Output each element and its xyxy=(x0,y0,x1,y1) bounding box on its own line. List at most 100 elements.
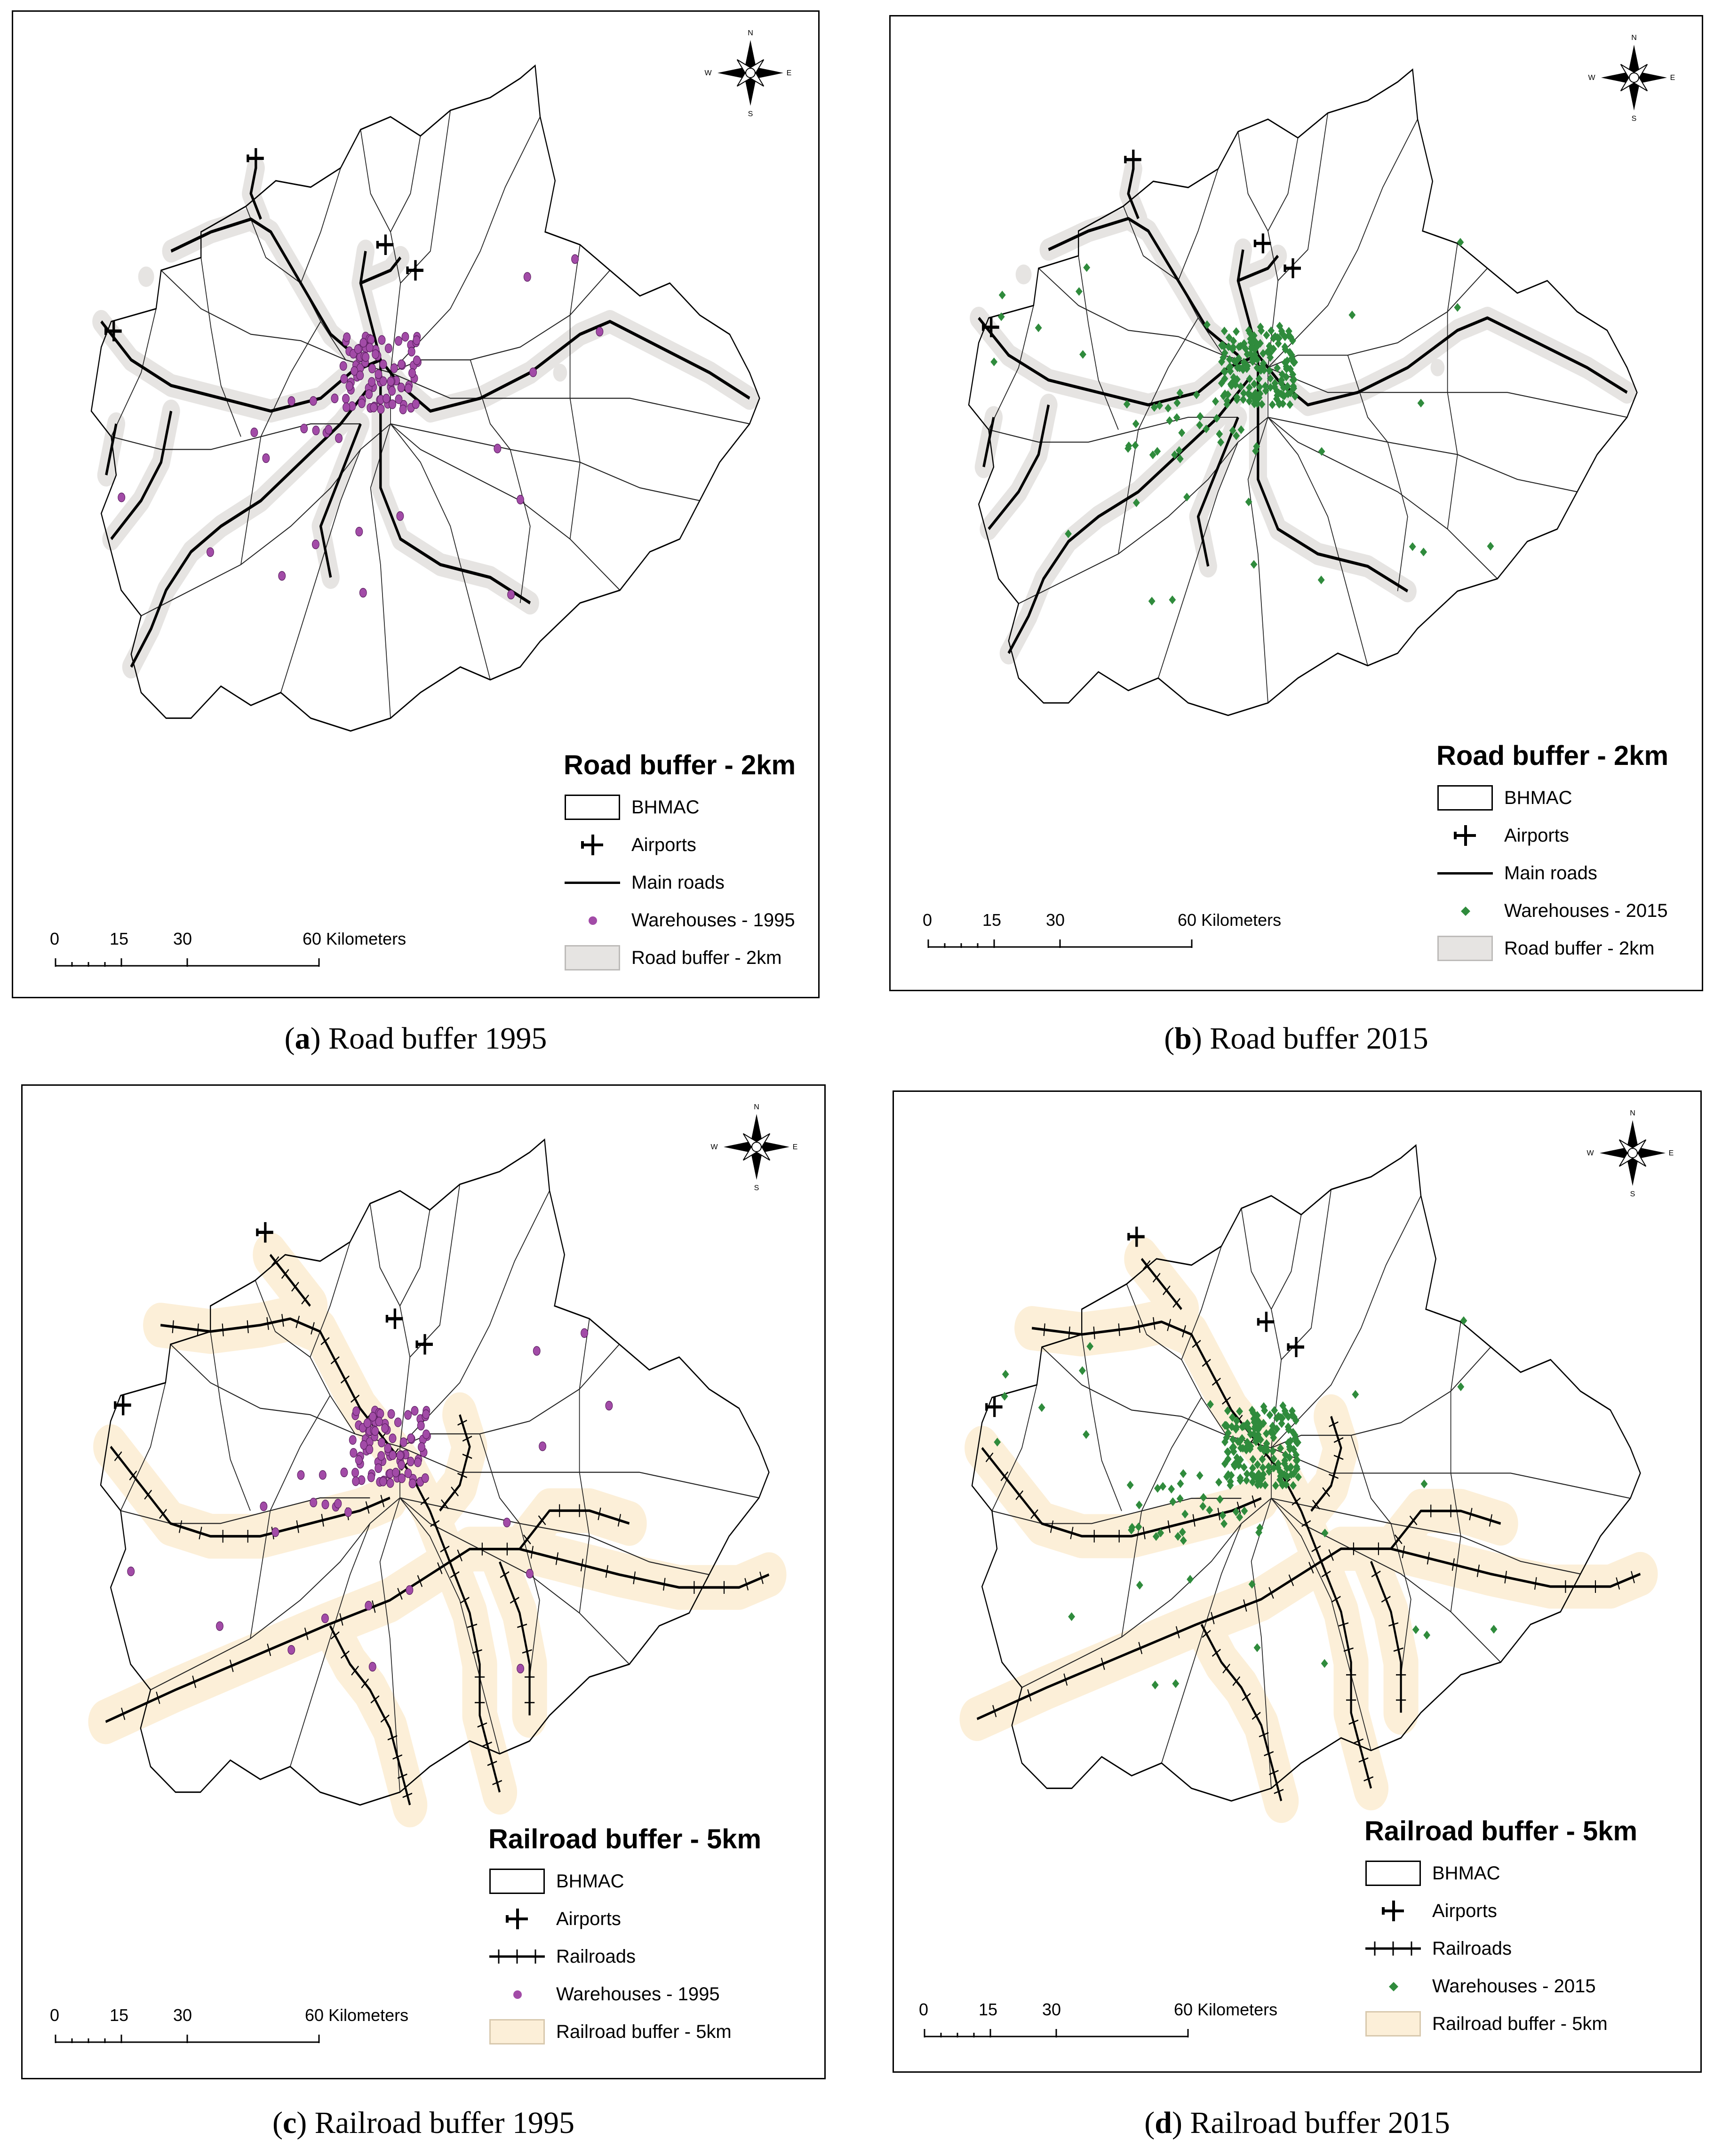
railroad-tie xyxy=(1153,1317,1156,1330)
railroad-tie xyxy=(530,1545,534,1559)
railroad-tie xyxy=(402,1792,413,1798)
warehouse-point xyxy=(375,369,383,379)
legend-title-b: Road buffer - 2km xyxy=(1436,740,1669,771)
warehouse-point xyxy=(1243,364,1251,374)
warehouse-point xyxy=(383,393,391,404)
railroad-tie xyxy=(192,1675,197,1688)
legend-a: Road buffer - 2km BHMAC Airports Main ro… xyxy=(559,746,813,990)
railroad-tie xyxy=(1329,1421,1339,1427)
compass-label: N xyxy=(1630,1109,1635,1117)
legend-item-airports: Airports xyxy=(489,1904,621,1933)
warehouse-point xyxy=(526,1568,534,1579)
scale-bar-ticks-icon xyxy=(927,939,1193,948)
municipality-boundary xyxy=(240,321,321,565)
road-buffer xyxy=(553,364,567,382)
municipality-boundary xyxy=(1158,417,1268,678)
railroad-tie xyxy=(555,1552,559,1565)
warehouse-point xyxy=(1237,382,1244,391)
caption-text: Road buffer 1995 xyxy=(328,1021,547,1056)
railroad-tie xyxy=(580,1559,584,1572)
railroad-tie xyxy=(1331,1596,1341,1603)
railroad-tie xyxy=(281,1313,284,1327)
municipality-boundary xyxy=(379,1497,400,1792)
warehouse-point xyxy=(539,1441,547,1451)
compass-icon: N S E W xyxy=(1588,34,1675,123)
compass-label: S xyxy=(1632,115,1637,123)
municipality-boundary xyxy=(1268,417,1368,666)
warehouse-point xyxy=(1176,1494,1184,1503)
railroad-tie xyxy=(992,1705,997,1718)
legend-label: Warehouses - 2015 xyxy=(1432,1975,1596,1997)
railroad-tie xyxy=(1476,1564,1480,1577)
warehouse-point xyxy=(1457,1382,1465,1392)
railroad xyxy=(1031,1321,1302,1512)
legend-label: Railroad buffer - 5km xyxy=(556,2021,732,2042)
warehouse-point xyxy=(287,396,295,406)
warehouse-point xyxy=(1240,389,1247,398)
warehouse-point xyxy=(367,1472,375,1482)
warehouse-point xyxy=(1271,382,1278,391)
map-panel-a: N S E W Road buffer - 2km BHMAC Airports Ma… xyxy=(12,10,820,998)
municipality-boundary xyxy=(200,257,241,437)
railroad-tie xyxy=(1354,1738,1363,1744)
warehouse-point xyxy=(1196,1471,1204,1480)
railroad-tie xyxy=(1268,1587,1274,1599)
railroad-tie xyxy=(304,1627,309,1640)
warehouse-point xyxy=(401,332,409,342)
warehouse-point xyxy=(207,547,214,557)
municipality-boundary xyxy=(1081,1334,1122,1512)
warehouse-point xyxy=(366,342,374,353)
warehouse-point xyxy=(262,453,270,463)
compass-label: S xyxy=(748,110,753,118)
railroad-tie xyxy=(744,1578,749,1591)
municipality-boundary xyxy=(120,1382,166,1511)
buffer-swatch-icon xyxy=(1365,2011,1421,2037)
railroad-tie xyxy=(1100,1657,1105,1670)
municipality-boundary xyxy=(1271,1498,1371,1751)
warehouse-point xyxy=(408,1479,416,1488)
railroad-tie xyxy=(380,1495,385,1508)
warehouse-point xyxy=(1277,389,1285,398)
municipality-boundary xyxy=(1271,1498,1501,1663)
railroad-tie xyxy=(281,1269,289,1279)
municipality-boundary xyxy=(579,1319,590,1613)
warehouse-point xyxy=(1278,326,1285,336)
warehouse-point xyxy=(375,1416,383,1427)
railroad-tie xyxy=(1242,1693,1251,1701)
railroad-tie xyxy=(487,1760,497,1766)
main-road xyxy=(1237,255,1279,282)
warehouse-dot-icon xyxy=(589,916,597,925)
railroad-tie xyxy=(172,1320,174,1333)
warehouse-point xyxy=(359,588,367,598)
main-road xyxy=(105,423,118,476)
warehouse-point xyxy=(343,332,351,342)
legend-label: Railroads xyxy=(1432,1938,1512,1959)
warehouse-point xyxy=(351,366,359,376)
compass-label: W xyxy=(710,1143,718,1151)
warehouse-point xyxy=(354,344,362,354)
railroad xyxy=(499,1561,531,1716)
scale-label: 30 xyxy=(173,2005,192,2025)
warehouse-point xyxy=(1132,419,1140,429)
warehouse-point xyxy=(1287,365,1294,374)
municipality-boundary xyxy=(399,1497,630,1665)
warehouse-point xyxy=(351,1468,359,1478)
warehouse-point xyxy=(1234,375,1241,384)
warehouse-point xyxy=(287,1645,295,1655)
warehouse-point xyxy=(118,493,126,502)
railroad-tie xyxy=(1167,1520,1171,1533)
map-canvas-c: N S E W xyxy=(88,1103,797,1828)
railroad-tie xyxy=(1308,1561,1314,1574)
warehouse-point xyxy=(581,1328,589,1338)
municipality-boundary xyxy=(1347,355,1408,591)
railroad-tie xyxy=(311,1322,315,1335)
warehouse-dot-icon xyxy=(513,1990,522,1999)
railroad-tie xyxy=(1093,1326,1095,1339)
legend-item-bhmac: BHMAC xyxy=(1365,1859,1500,1888)
warehouse-point xyxy=(1221,374,1228,383)
railroad-tie xyxy=(598,1507,601,1520)
main-road xyxy=(249,167,262,220)
railroad-tie xyxy=(1236,1501,1241,1514)
railroad-tie xyxy=(1274,1789,1284,1794)
warehouse-point xyxy=(1220,391,1227,400)
